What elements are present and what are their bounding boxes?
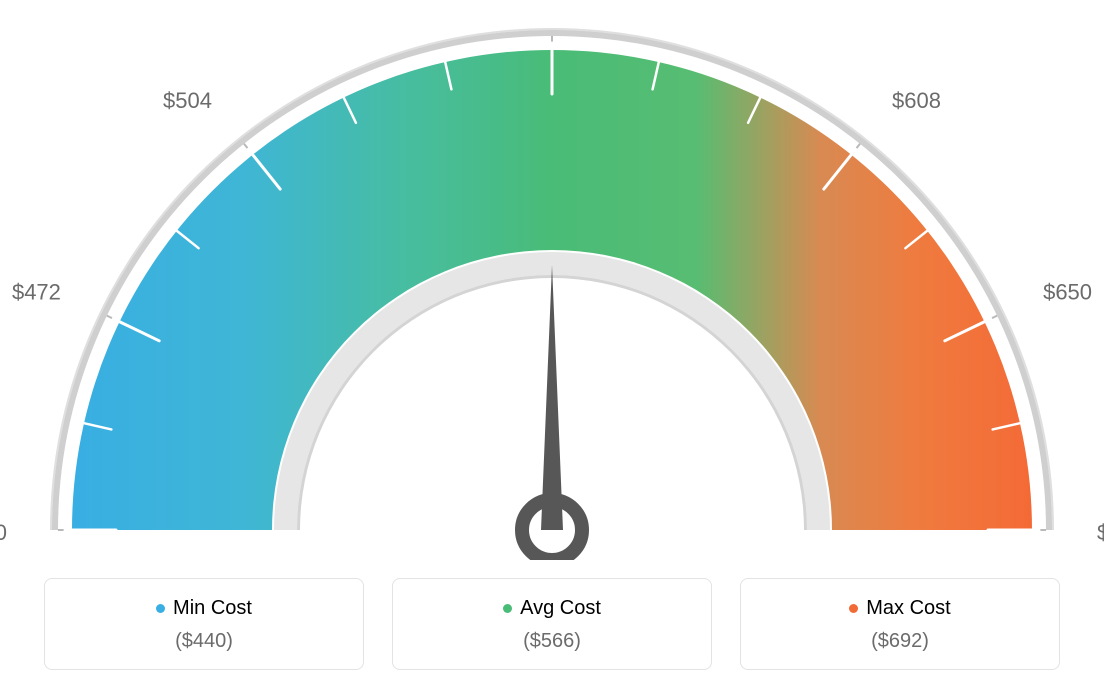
legend-title-avg: Avg Cost [503,597,601,620]
legend-dot-min [156,604,165,613]
legend-row: Min Cost ($440) Avg Cost ($566) Max Cost… [0,578,1104,670]
legend-label-avg: Avg Cost [520,597,601,620]
legend-value-avg: ($566) [403,630,701,653]
legend-label-min: Min Cost [173,597,252,620]
legend-dot-max [849,604,858,613]
gauge-tick-label: $650 [1043,280,1092,305]
gauge-chart: $440$472$504$566$608$650$692 [0,0,1104,560]
legend-dot-avg [503,604,512,613]
legend-value-min: ($440) [55,630,353,653]
legend-card-min: Min Cost ($440) [44,578,364,670]
gauge-tick-label: $692 [1097,520,1104,545]
legend-title-max: Max Cost [849,597,950,620]
gauge-tick-label: $504 [163,88,212,113]
legend-label-max: Max Cost [866,597,950,620]
legend-title-min: Min Cost [156,597,252,620]
gauge-tick-label: $608 [892,88,941,113]
gauge-needle [541,265,563,530]
legend-value-max: ($692) [751,630,1049,653]
legend-card-avg: Avg Cost ($566) [392,578,712,670]
gauge-tick-label: $440 [0,520,7,545]
gauge-svg: $440$472$504$566$608$650$692 [0,0,1104,560]
gauge-tick-label: $472 [12,280,61,305]
legend-card-max: Max Cost ($692) [740,578,1060,670]
